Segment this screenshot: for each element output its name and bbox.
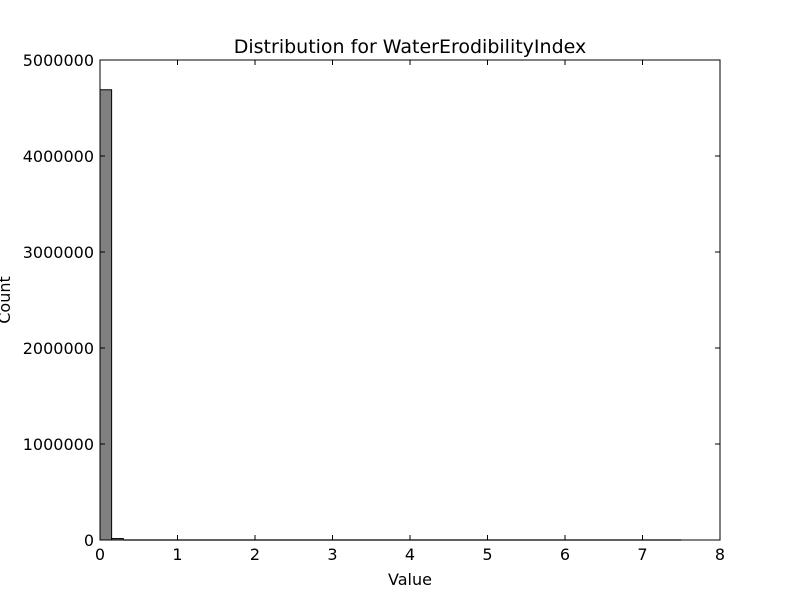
y-tick-label: 1000000 [23, 435, 94, 454]
y-tick-label: 0 [84, 531, 94, 550]
x-tick-label: 8 [715, 545, 725, 564]
x-tick-label: 7 [637, 545, 647, 564]
x-tick-label: 4 [405, 545, 415, 564]
x-tick-label: 1 [172, 545, 182, 564]
x-tick-label: 3 [327, 545, 337, 564]
x-tick-label: 2 [250, 545, 260, 564]
y-tick-label: 5000000 [23, 51, 94, 70]
ticks-group: 0 1 2 3 4 5 6 7 8 0 1000000 2000000 3000000 4000000 50… [23, 51, 725, 564]
chart-title: Distribution for WaterErodibilityIndex [234, 36, 586, 58]
x-tick-label: 0 [95, 545, 105, 564]
y-axis-label: Count [0, 276, 14, 324]
histogram-bar [99, 89, 113, 541]
y-tick-label: 4000000 [23, 147, 94, 166]
x-axis-label: Value [388, 570, 432, 589]
y-tick-label: 2000000 [23, 339, 94, 358]
y-tick-label: 3000000 [23, 243, 94, 262]
x-tick-label: 6 [560, 545, 570, 564]
x-tick-label: 5 [482, 545, 492, 564]
